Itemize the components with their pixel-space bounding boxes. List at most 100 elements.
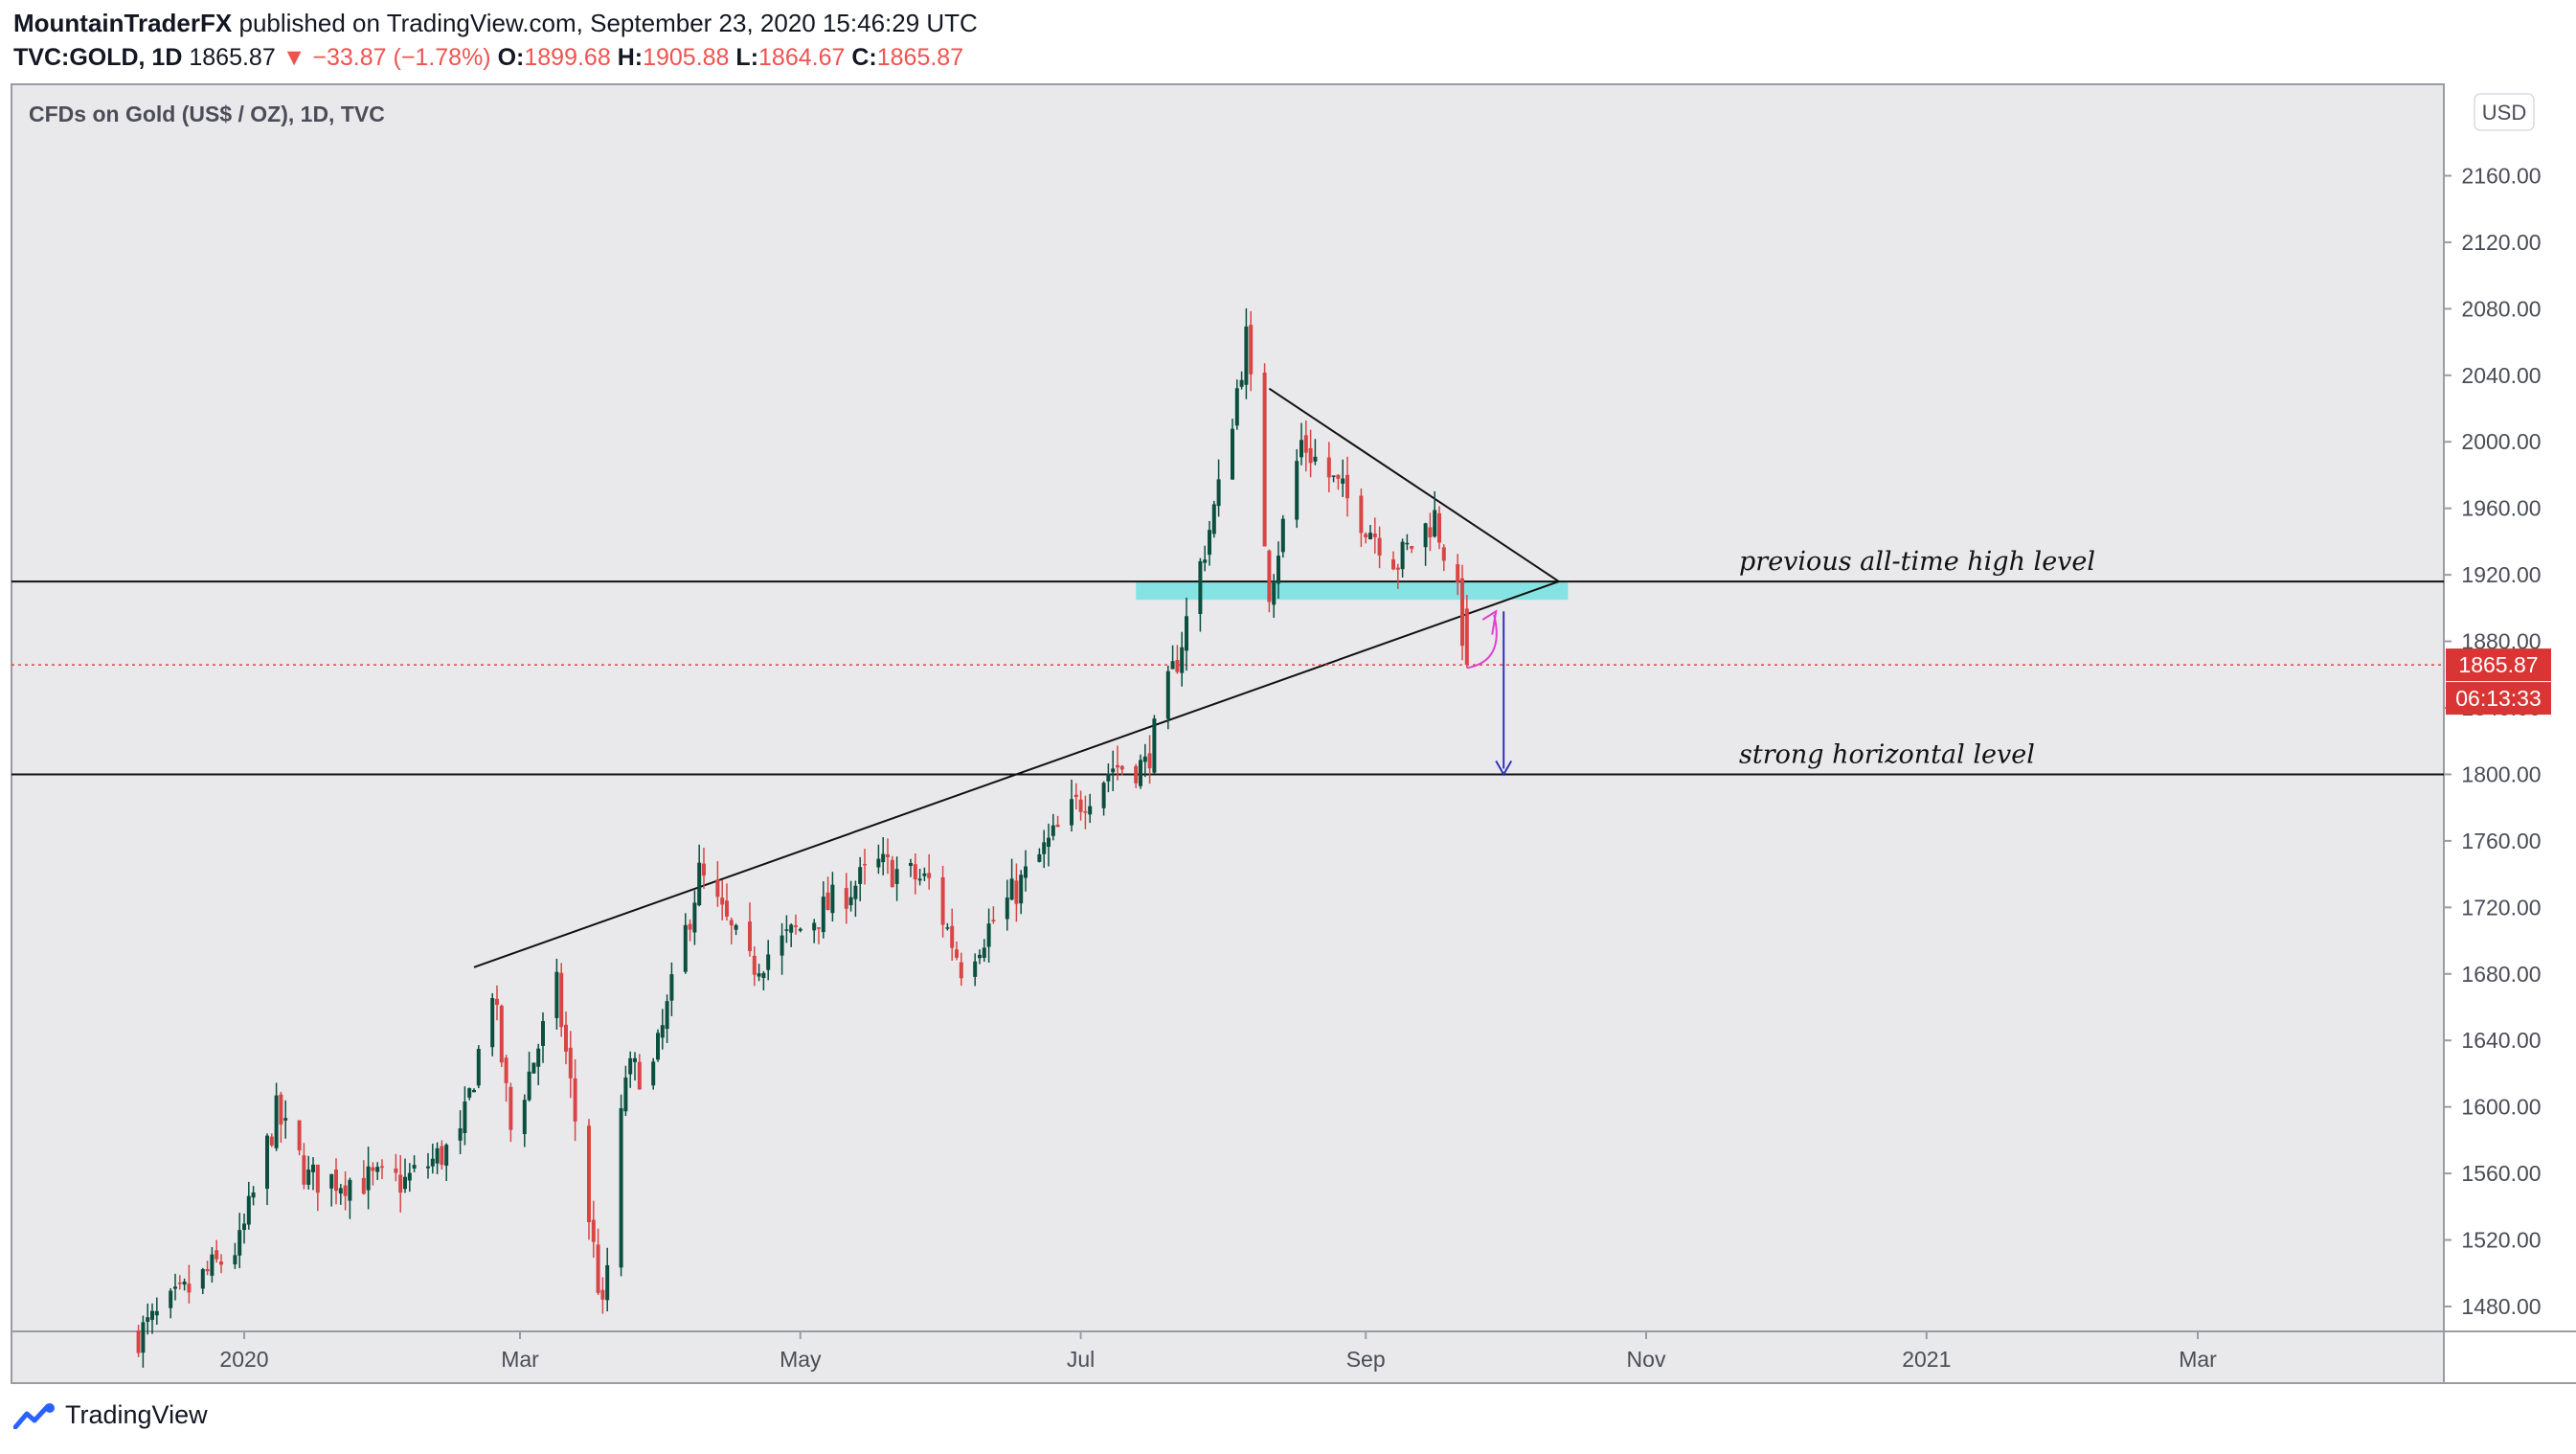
candle-body — [1198, 560, 1203, 615]
candle-body — [789, 924, 794, 933]
candle-body — [825, 892, 830, 911]
candle-body — [1231, 428, 1234, 480]
candle-body — [173, 1286, 177, 1289]
candle-body — [297, 1120, 302, 1150]
candle-body — [348, 1179, 352, 1201]
candle-body — [366, 1166, 371, 1191]
candle-body — [853, 885, 858, 899]
candle-body — [430, 1158, 435, 1167]
y-tick-label: 1520.00 — [2461, 1228, 2541, 1253]
candle-body — [660, 1025, 665, 1038]
candle-body — [913, 864, 917, 880]
candle-body — [1078, 799, 1083, 812]
open-label: O: — [497, 44, 525, 71]
x-tick-label: Mar — [501, 1347, 539, 1372]
candle-body — [269, 1136, 274, 1146]
x-tick-label: Sep — [1346, 1347, 1386, 1372]
candle-body — [876, 858, 881, 868]
candle-body — [669, 974, 674, 1001]
candle-body — [881, 853, 886, 863]
candle-body — [1272, 580, 1277, 605]
ohlc-line: TVC:GOLD, 1D 1865.87 ▼ −33.87 (−1.78%) O… — [13, 40, 978, 75]
candle-body — [472, 1089, 476, 1093]
candle-body — [394, 1168, 398, 1173]
high-value: 1905.88 — [643, 44, 730, 71]
candle-body — [508, 1086, 513, 1130]
candle-body — [702, 863, 706, 876]
trendline[interactable] — [473, 580, 1560, 968]
footer: TradingView — [13, 1400, 208, 1430]
candle-body — [1180, 647, 1185, 673]
candle-body — [1116, 764, 1119, 768]
trendline[interactable] — [1268, 387, 1560, 582]
y-tick-label: 2000.00 — [2461, 429, 2541, 454]
candle-body — [495, 998, 499, 1006]
publisher-name[interactable]: MountainTraderFX — [13, 9, 233, 37]
candle-body — [1185, 616, 1188, 651]
candle-body — [338, 1188, 343, 1194]
candle-body — [830, 884, 835, 914]
retest-arrow-head — [1481, 609, 1498, 635]
candle-body — [794, 925, 798, 927]
candle-body — [169, 1290, 173, 1308]
candle-body — [1101, 783, 1106, 808]
candle-body — [665, 1001, 669, 1030]
candle-body — [1244, 326, 1249, 385]
candle-body — [1303, 435, 1308, 453]
currency-button[interactable] — [2474, 93, 2535, 131]
candle-body — [637, 1061, 642, 1090]
candle-body — [380, 1166, 384, 1169]
retest-arrow[interactable] — [1466, 614, 1498, 670]
candle-body — [1111, 768, 1116, 773]
candle-body — [940, 876, 945, 925]
candle-body — [1341, 478, 1345, 485]
candle-body — [150, 1310, 154, 1320]
candle-body — [283, 1118, 288, 1121]
candle-body — [1331, 475, 1336, 477]
candle-body — [780, 935, 784, 956]
y-tick-label: 2080.00 — [2461, 296, 2541, 321]
candle-body — [1372, 534, 1377, 537]
candle-body — [1313, 456, 1318, 462]
candle-body — [343, 1185, 348, 1196]
candle-body — [573, 1078, 577, 1122]
candle-body — [1014, 880, 1019, 904]
candle-body — [858, 867, 863, 884]
close-value: 1865.87 — [876, 44, 964, 71]
candle-body — [1460, 578, 1464, 647]
candle-body — [729, 920, 734, 926]
candle-body — [1464, 608, 1469, 666]
candle-body — [619, 1107, 623, 1268]
candle-body — [757, 973, 761, 977]
candle-body — [784, 929, 789, 931]
candle-body — [821, 897, 825, 933]
x-tick-label: 2020 — [219, 1347, 268, 1372]
candle-body — [973, 961, 978, 977]
y-tick-label: 1560.00 — [2461, 1161, 2541, 1186]
candle-body — [1203, 559, 1208, 563]
candle-body — [628, 1057, 633, 1075]
candle-body — [1295, 461, 1299, 520]
candle-body — [531, 1062, 536, 1074]
symbol-label: TVC:GOLD, 1D — [13, 44, 183, 71]
candle-body — [1410, 546, 1414, 549]
candle-body — [886, 853, 890, 858]
candle-body — [182, 1281, 187, 1285]
candle-body — [440, 1146, 444, 1166]
x-tick-label: Nov — [1627, 1347, 1666, 1372]
low-label: L: — [735, 44, 759, 71]
candle-body — [407, 1172, 412, 1181]
candle-body — [412, 1165, 417, 1169]
footer-brand[interactable]: TradingView — [65, 1400, 208, 1429]
level-annotation: previous all-time high level — [1739, 547, 2095, 577]
candle-body — [302, 1155, 306, 1185]
candle-body — [1009, 878, 1014, 900]
last-price-tag — [2446, 648, 2551, 682]
candle-body — [444, 1145, 449, 1166]
candle-body — [1019, 875, 1024, 904]
candle-body — [752, 955, 757, 975]
candle-body — [403, 1176, 407, 1190]
candle-body — [922, 873, 927, 876]
x-tick-label: May — [780, 1347, 822, 1372]
